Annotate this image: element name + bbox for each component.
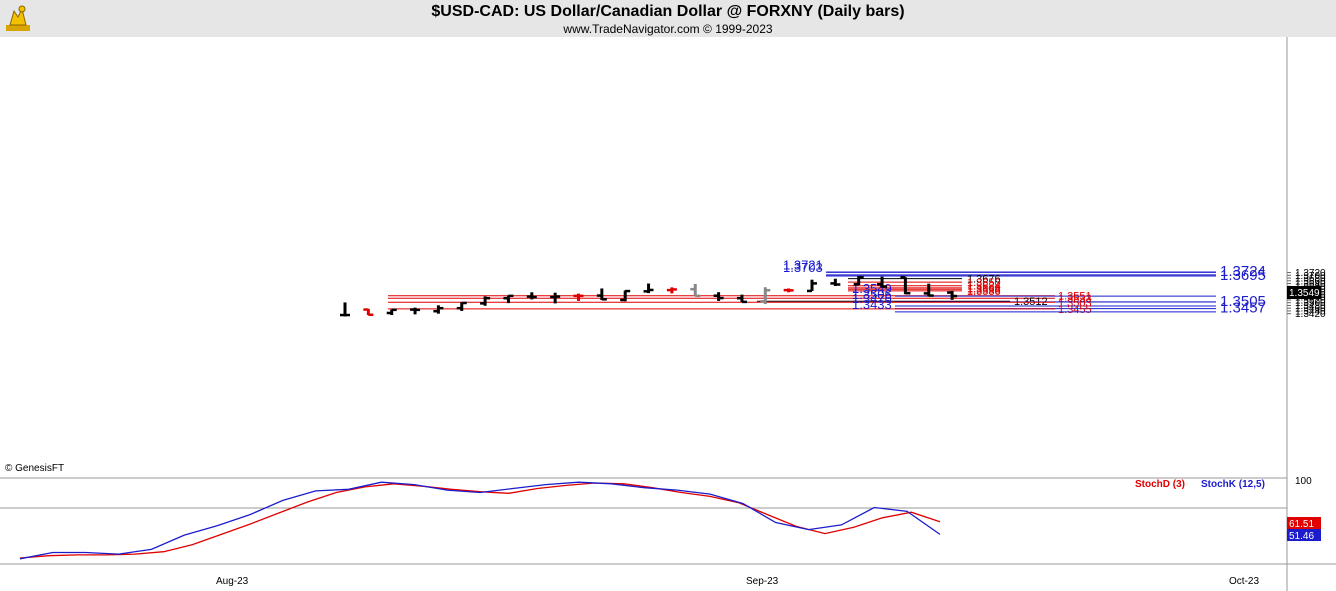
y-tick-label: 1.3660 bbox=[1295, 276, 1326, 287]
x-label-oct: Oct-23 bbox=[1229, 576, 1259, 587]
level-label: 1.3598 bbox=[967, 284, 1001, 296]
chart-frame bbox=[0, 37, 1336, 591]
date-axis: Aug-23 Sep-23 Oct-23 bbox=[216, 576, 1259, 587]
copyright-text: © GenesisFT bbox=[5, 463, 65, 474]
x-label-aug: Aug-23 bbox=[216, 576, 249, 587]
level-label: 1.3586 bbox=[967, 286, 1001, 298]
y-tick-label: 1.3500 bbox=[1295, 298, 1326, 309]
level-label: 1.3703 bbox=[783, 260, 823, 275]
last-price-marker: 1.3549 bbox=[1287, 286, 1321, 299]
y-tick-label: 1.3420 bbox=[1295, 309, 1326, 320]
stochk-last-value: 51.46 bbox=[1289, 531, 1314, 542]
level-label: 1.3457 bbox=[1220, 300, 1266, 317]
chart-title: $USD-CAD: US Dollar/Canadian Dollar @ FO… bbox=[431, 3, 905, 20]
stoch-line bbox=[19, 482, 941, 559]
price-chart[interactable]: 1.34201.34401.34601.34801.35001.35201.35… bbox=[0, 37, 1336, 591]
level-label: 1.3624 bbox=[967, 281, 1001, 293]
chart-subtitle: www.TradeNavigator.com © 1999-2023 bbox=[563, 22, 773, 36]
stoch-100-tick: 100 bbox=[1295, 476, 1312, 487]
level-label: 1.3695 bbox=[1220, 267, 1266, 284]
y-tick-label: 1.3520 bbox=[1295, 295, 1326, 306]
chart-header: $USD-CAD: US Dollar/Canadian Dollar @ FO… bbox=[0, 0, 1336, 37]
y-tick-label: 1.3460 bbox=[1295, 304, 1326, 315]
stochk-label: StochK (12,5) bbox=[1201, 479, 1265, 490]
bull-logo-icon bbox=[6, 5, 30, 31]
stochd-label: StochD (3) bbox=[1135, 479, 1185, 490]
level-label: 1.3433 bbox=[852, 297, 892, 312]
level-label: 1.3724 bbox=[1220, 263, 1266, 280]
level-label: 1.3476 bbox=[852, 291, 892, 306]
level-label: 1.3551 bbox=[1058, 291, 1092, 303]
level-label: 1.3676 bbox=[967, 274, 1001, 286]
y-tick-label: 1.3440 bbox=[1295, 306, 1326, 317]
x-label-sep: Sep-23 bbox=[746, 576, 779, 587]
y-tick-label: 1.3720 bbox=[1295, 268, 1326, 279]
level-label: 1.3608 bbox=[967, 283, 1001, 295]
level-label: 1.3721 bbox=[783, 257, 823, 272]
level-label: 1.3505 bbox=[1220, 293, 1266, 310]
y-tick-label: 1.3480 bbox=[1295, 301, 1326, 312]
stochd-last-value: 61.51 bbox=[1289, 519, 1314, 530]
price-bars bbox=[340, 275, 958, 317]
y-tick-label: 1.3700 bbox=[1295, 271, 1326, 282]
stoch-line bbox=[19, 481, 941, 560]
level-lines: 1.3721 1.3724 1.3703 1.3695 1.36761.36501.36… bbox=[388, 257, 1266, 317]
level-label: 1.3650 bbox=[967, 277, 1001, 289]
y-tick-label: 1.3680 bbox=[1295, 274, 1326, 285]
level-label: 1.3455 bbox=[1058, 304, 1092, 316]
y-tick-label: 1.3640 bbox=[1295, 279, 1326, 290]
stochastic-panel bbox=[19, 481, 941, 560]
level-label: 1.3506 bbox=[852, 287, 892, 302]
last-price-label: 1.3549 bbox=[1289, 288, 1320, 299]
stochastic-labels: StochD (3) StochK (12,5) 100 61.51 51.46 bbox=[1135, 476, 1321, 542]
